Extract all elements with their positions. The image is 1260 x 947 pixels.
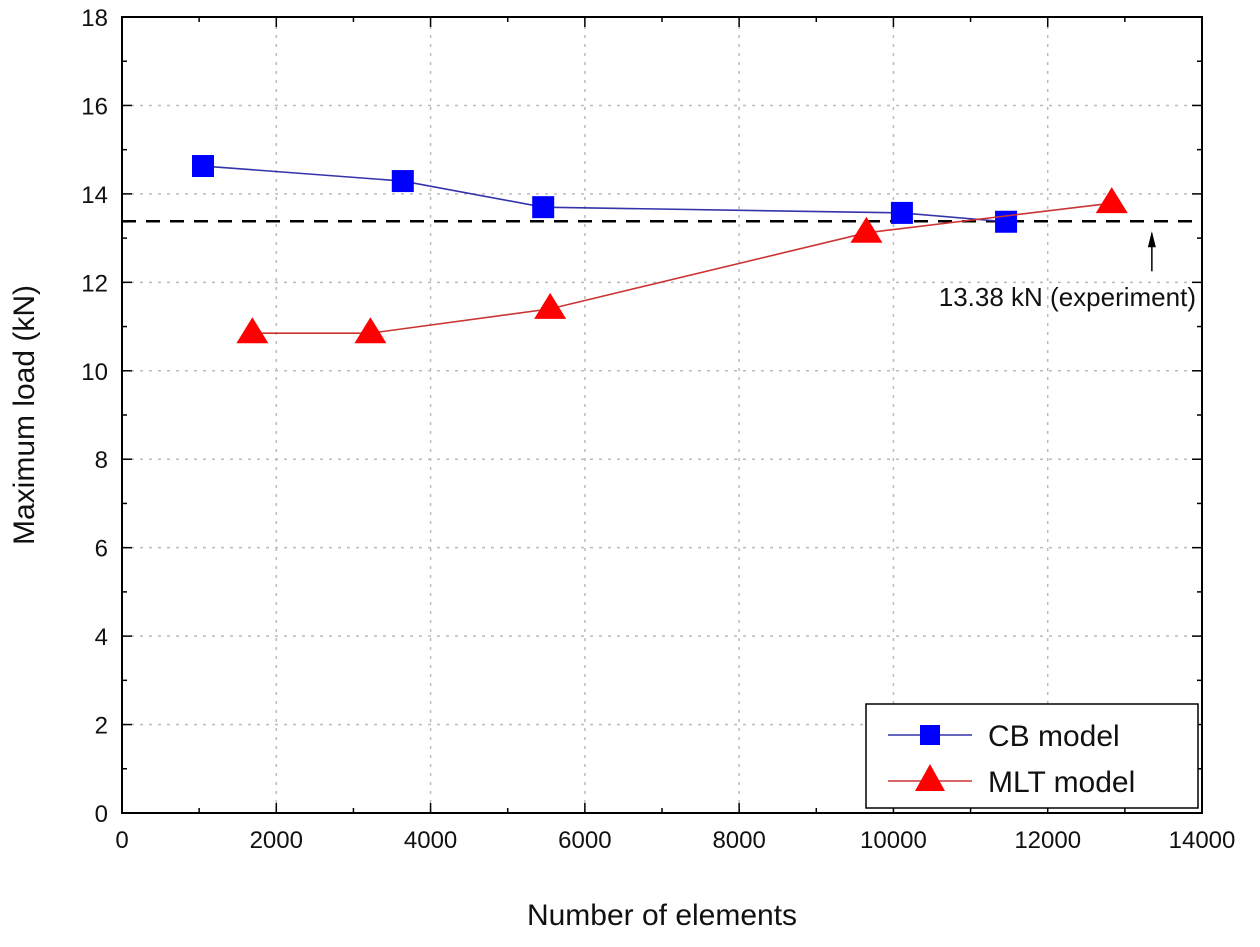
y-tick-label: 18 <box>81 5 108 32</box>
series-layer <box>192 155 1128 344</box>
axis-ticks: 0 2000 4000 6000 8000 10000 12000 14000 0 2 4 6 8 10 1… <box>81 5 1235 854</box>
legend-mlt-label: MLT model <box>988 766 1135 799</box>
y-tick-label: 2 <box>95 713 108 740</box>
y-tick-label: 4 <box>95 624 108 651</box>
cb-point <box>532 196 555 219</box>
cb-point <box>391 170 414 193</box>
plot-frame <box>121 16 1203 814</box>
x-tick-label: 12000 <box>1014 827 1081 854</box>
y-tick-label: 14 <box>81 182 108 209</box>
cb-point <box>192 155 214 178</box>
x-tick-label: 14000 <box>1169 827 1236 854</box>
x-axis-label: Number of elements <box>527 899 797 932</box>
legend: CB model MLT model <box>865 703 1199 809</box>
series-line-1 <box>252 202 1112 334</box>
cb-point <box>995 210 1018 233</box>
series-line-0 <box>202 165 1007 223</box>
y-axis-label: Maximum load (kN) <box>8 285 41 545</box>
y-tick-label: 16 <box>81 93 108 120</box>
mlt-point <box>850 216 883 243</box>
y-tick-label: 10 <box>81 359 108 386</box>
legend-box <box>865 703 1199 809</box>
legend-cb-label: CB model <box>988 720 1120 753</box>
annotation: 13.38 kN (experiment) <box>939 231 1196 312</box>
legend-mlt-marker <box>915 764 945 791</box>
x-tick-label: 6000 <box>558 827 611 854</box>
mlt-point <box>236 317 269 344</box>
grid <box>122 17 1202 813</box>
y-tick-label: 6 <box>95 536 108 563</box>
annotation-text: 13.38 kN (experiment) <box>939 282 1196 312</box>
x-tick-label: 10000 <box>860 827 927 854</box>
mlt-point <box>354 317 387 344</box>
legend-cb-marker <box>920 725 940 745</box>
x-tick-label: 8000 <box>712 827 765 854</box>
y-tick-label: 12 <box>81 270 108 297</box>
mlt-point <box>534 292 567 319</box>
x-tick-label: 0 <box>115 827 128 854</box>
cb-point <box>890 201 913 224</box>
mlt-point <box>1095 187 1128 214</box>
x-tick-label: 2000 <box>250 827 303 854</box>
y-tick-label: 8 <box>95 447 108 474</box>
annotation-arrow-head <box>1147 231 1156 248</box>
x-tick-label: 4000 <box>404 827 457 854</box>
y-tick-label: 0 <box>95 801 108 828</box>
